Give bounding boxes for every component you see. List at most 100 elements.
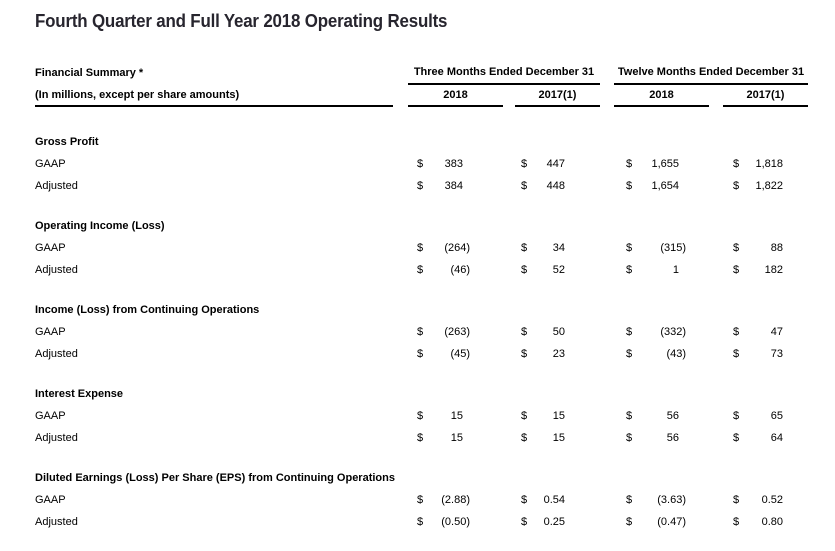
gap-cell xyxy=(503,153,515,175)
table-header-row-groups: Financial Summary * Three Months Ended D… xyxy=(35,58,809,85)
spacer-cell xyxy=(393,489,408,511)
amount: 383 xyxy=(444,158,463,170)
amount: 384 xyxy=(444,180,463,192)
value-cell: $ (332) xyxy=(614,321,709,343)
amount: 56 xyxy=(666,432,679,444)
value-wrap: $182 xyxy=(723,264,808,276)
amount: 1 xyxy=(672,264,679,276)
currency-symbol: $ xyxy=(417,158,424,170)
value-cell: $383 xyxy=(408,153,503,175)
amount: (264) xyxy=(444,242,470,254)
currency-symbol: $ xyxy=(733,516,740,528)
value-wrap: $ (332) xyxy=(614,326,709,338)
gap-cell xyxy=(503,237,515,259)
gap-cell xyxy=(600,343,614,365)
amount: 64 xyxy=(770,432,784,444)
value-wrap: $383 xyxy=(408,158,503,170)
financial-summary-table: Financial Summary * Three Months Ended D… xyxy=(35,58,809,533)
currency-symbol: $ xyxy=(733,410,740,422)
table-row: GAAP $ (263) $50 $ (332) $47 xyxy=(35,321,808,343)
table-body: Gross Profit GAAP $383 $447 $1,655 $1,818 Adju… xyxy=(35,106,808,533)
currency-symbol: $ xyxy=(733,432,740,444)
value-wrap: $56 xyxy=(614,432,709,444)
row-label: GAAP xyxy=(35,158,66,170)
spacer-cell xyxy=(35,449,808,467)
gap-cell xyxy=(709,153,723,175)
gap-cell xyxy=(709,237,723,259)
table-row: GAAP $15 $15 $56 $65 xyxy=(35,405,808,427)
section-header-row: Gross Profit xyxy=(35,131,808,153)
gap-cell xyxy=(503,321,515,343)
amount: 15 xyxy=(552,410,565,422)
table-label-header: Financial Summary * xyxy=(35,67,144,79)
gap-cell xyxy=(503,84,515,106)
amount: 1,822 xyxy=(755,180,784,192)
value-cell: $15 xyxy=(408,405,503,427)
amount: 56 xyxy=(666,410,679,422)
amount: 15 xyxy=(450,410,463,422)
amount: 73 xyxy=(770,348,784,360)
page-title: Fourth Quarter and Full Year 2018 Operat… xyxy=(35,11,448,31)
amount: 0.80 xyxy=(761,516,784,528)
spacer-cell xyxy=(35,365,808,383)
row-label: Adjusted xyxy=(35,432,78,444)
currency-symbol: $ xyxy=(417,264,424,276)
value-wrap: $56 xyxy=(614,410,709,422)
gap-cell xyxy=(709,175,723,197)
amount: (46) xyxy=(450,264,470,276)
currency-symbol: $ xyxy=(417,348,424,360)
row-label: Adjusted xyxy=(35,348,78,360)
currency-symbol: $ xyxy=(626,432,633,444)
value-cell: $23 xyxy=(515,343,600,365)
currency-symbol: $ xyxy=(626,516,633,528)
currency-symbol: $ xyxy=(733,264,740,276)
amount: (332) xyxy=(660,326,686,338)
currency-symbol: $ xyxy=(417,180,424,192)
gap-cell xyxy=(709,511,723,533)
table-row: Adjusted $ (0.50) $0.25 $ (0.47) $0.80 xyxy=(35,511,808,533)
value-cell: $ (2.88) xyxy=(408,489,503,511)
value-wrap: $ (3.63) xyxy=(614,494,709,506)
amount: 15 xyxy=(450,432,463,444)
gap-cell xyxy=(503,489,515,511)
value-cell: $ (264) xyxy=(408,237,503,259)
gap-cell xyxy=(709,321,723,343)
table-row: GAAP $383 $447 $1,655 $1,818 xyxy=(35,153,808,175)
currency-symbol: $ xyxy=(521,410,528,422)
column-group-twelve-months: Twelve Months Ended December 31 xyxy=(614,58,809,85)
amount: 50 xyxy=(552,326,565,338)
amount: 52 xyxy=(552,264,565,276)
value-wrap: $1,818 xyxy=(723,158,808,170)
gap-cell xyxy=(600,84,614,106)
value-cell: $47 xyxy=(723,321,808,343)
value-cell: $448 xyxy=(515,175,600,197)
currency-symbol: $ xyxy=(733,494,740,506)
spacer-cell xyxy=(35,197,808,215)
gap-cell xyxy=(503,405,515,427)
currency-symbol: $ xyxy=(626,180,633,192)
column-header-12m-2017: 2017(1) xyxy=(723,84,809,107)
amount: (315) xyxy=(660,242,686,254)
value-wrap: $ (46) xyxy=(408,264,503,276)
section-header-row: Operating Income (Loss) xyxy=(35,215,808,237)
gap-cell xyxy=(600,511,614,533)
value-cell: $65 xyxy=(723,405,808,427)
value-wrap: $1 xyxy=(614,264,709,276)
value-cell: $182 xyxy=(723,259,808,281)
value-wrap: $15 xyxy=(515,432,600,444)
currency-symbol: $ xyxy=(733,326,740,338)
section-header-row: Diluted Earnings (Loss) Per Share (EPS) … xyxy=(35,467,808,489)
spacer-cell xyxy=(393,153,408,175)
table-row: Adjusted $15 $15 $56 $64 xyxy=(35,427,808,449)
gap-cell xyxy=(709,259,723,281)
currency-symbol: $ xyxy=(733,180,740,192)
amount: 182 xyxy=(764,264,784,276)
amount: 447 xyxy=(546,158,565,170)
value-wrap: $448 xyxy=(515,180,600,192)
spacer-cell xyxy=(393,511,408,533)
value-cell: $50 xyxy=(515,321,600,343)
spacer-cell xyxy=(393,175,408,197)
currency-symbol: $ xyxy=(733,348,740,360)
amount: 15 xyxy=(552,432,565,444)
value-wrap: $ (2.88) xyxy=(408,494,503,506)
